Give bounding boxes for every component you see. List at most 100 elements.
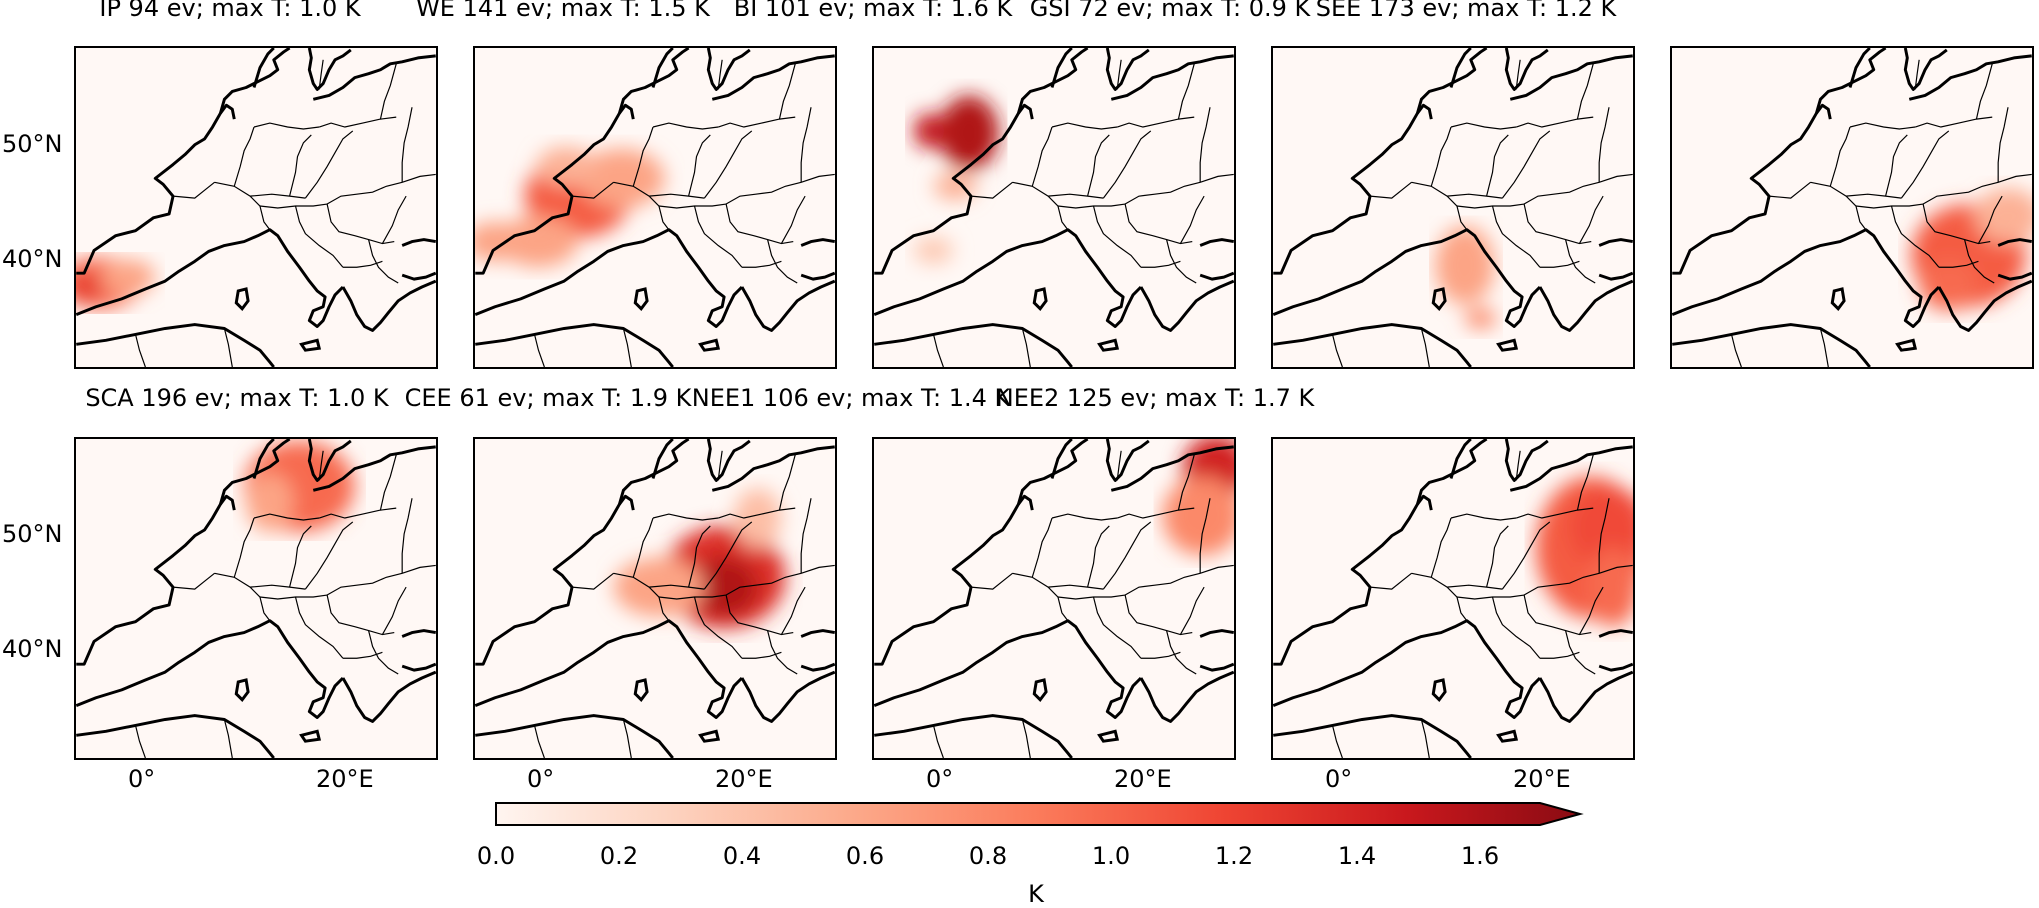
lat-label-40n-row1: 40°N (2, 245, 63, 273)
coastline (874, 439, 1089, 666)
country-border (1501, 130, 1551, 199)
panel-title-cee: CEE 61 ev; max T: 1.9 K (404, 384, 692, 412)
country-border (688, 134, 711, 197)
coastline (401, 271, 436, 281)
coastline (711, 445, 835, 492)
coastline (1139, 670, 1234, 723)
country-border (1890, 205, 1940, 268)
country-border (1914, 59, 1920, 90)
coastline (312, 445, 436, 492)
country-border (1576, 63, 1594, 120)
country-border (253, 513, 320, 521)
country-border (693, 205, 743, 268)
coastline (219, 494, 236, 511)
coastline (1273, 48, 1488, 275)
coastline (76, 714, 275, 758)
lon-label-0-nee1: 0° (926, 765, 954, 793)
country-border (1516, 116, 1594, 128)
coastline (1997, 271, 2032, 281)
coastline (874, 228, 1142, 328)
country-border (1420, 719, 1430, 758)
country-border (250, 193, 306, 199)
country-border (1177, 63, 1195, 120)
country-border (1515, 59, 1521, 90)
coastline (475, 619, 743, 719)
panel-title-gsi: GSI 72 ev; max T: 0.9 K (1029, 0, 1311, 22)
coastline (1598, 662, 1633, 672)
coastline (1199, 662, 1234, 672)
coastline (1504, 48, 1549, 91)
lon-label-0-cee: 0° (527, 765, 555, 793)
coastline (1509, 445, 1633, 492)
country-border (1166, 630, 1197, 675)
coastline (800, 238, 835, 247)
country-border (1102, 130, 1152, 199)
coastline (76, 619, 344, 719)
map-background (76, 48, 436, 367)
island-outline (698, 729, 721, 743)
coastline (1017, 494, 1034, 511)
colorbar-tick-5: 1.0 (1091, 842, 1131, 870)
map-panel-ip (74, 46, 438, 369)
country-border (134, 725, 146, 758)
country-border (289, 525, 312, 588)
coastline (1504, 439, 1549, 482)
lon-label-0-nee2: 0° (1325, 765, 1353, 793)
coastline (475, 714, 674, 758)
country-border (1166, 239, 1197, 284)
country-border (1369, 181, 1412, 199)
coastline (1848, 48, 1871, 88)
country-border (1565, 630, 1596, 675)
country-border (318, 59, 324, 90)
country-border (1846, 193, 1902, 199)
coastline (711, 54, 835, 101)
country-border (326, 564, 436, 596)
country-border (778, 63, 796, 120)
country-border (1819, 328, 1829, 367)
country-border (1810, 181, 1867, 231)
lat-label-50n-row1: 50°N (2, 130, 63, 158)
country-border (533, 334, 545, 367)
panel-title-sca: SCA 196 ev; max T: 1.0 K (85, 384, 389, 412)
heat-blob (475, 221, 525, 262)
country-border (1938, 260, 1979, 268)
coastline (1017, 103, 1034, 120)
coastline (1199, 238, 1234, 247)
map-panel-sca (74, 437, 438, 760)
coastline (1937, 279, 2032, 332)
country-border (342, 260, 383, 268)
country-border (294, 596, 344, 659)
country-border (571, 572, 614, 590)
country-border (1092, 596, 1142, 659)
coastline (800, 629, 835, 638)
country-border (1430, 517, 1452, 578)
colorbar-tick-0: 0.0 (476, 842, 516, 870)
coastline (1509, 54, 1633, 101)
country-border (1117, 507, 1195, 519)
island-outline (633, 678, 649, 702)
coastline (252, 439, 275, 479)
country-border (778, 454, 796, 511)
map-svg-we (475, 48, 835, 367)
country-border (622, 328, 632, 367)
country-border (1199, 107, 1211, 183)
map-svg-sca (76, 439, 436, 758)
panel-title-bi: BI 101 ev; max T: 1.6 K (733, 0, 1013, 22)
colorbar-tick-1: 0.2 (599, 842, 639, 870)
coastline (401, 238, 436, 247)
lat-label-40n-row2: 40°N (2, 635, 63, 663)
country-border (1012, 181, 1069, 231)
coastline (618, 494, 635, 511)
country-border (703, 521, 753, 590)
heat-blob (913, 236, 954, 265)
island-outline (299, 729, 322, 743)
country-border (1900, 130, 1950, 199)
country-border (1031, 126, 1053, 187)
country-border (1087, 134, 1110, 197)
country-border (368, 239, 399, 284)
country-border (632, 517, 654, 578)
coastline (740, 279, 835, 332)
coastline (401, 662, 436, 672)
map-panel-we (473, 46, 837, 369)
country-border (970, 572, 1013, 590)
